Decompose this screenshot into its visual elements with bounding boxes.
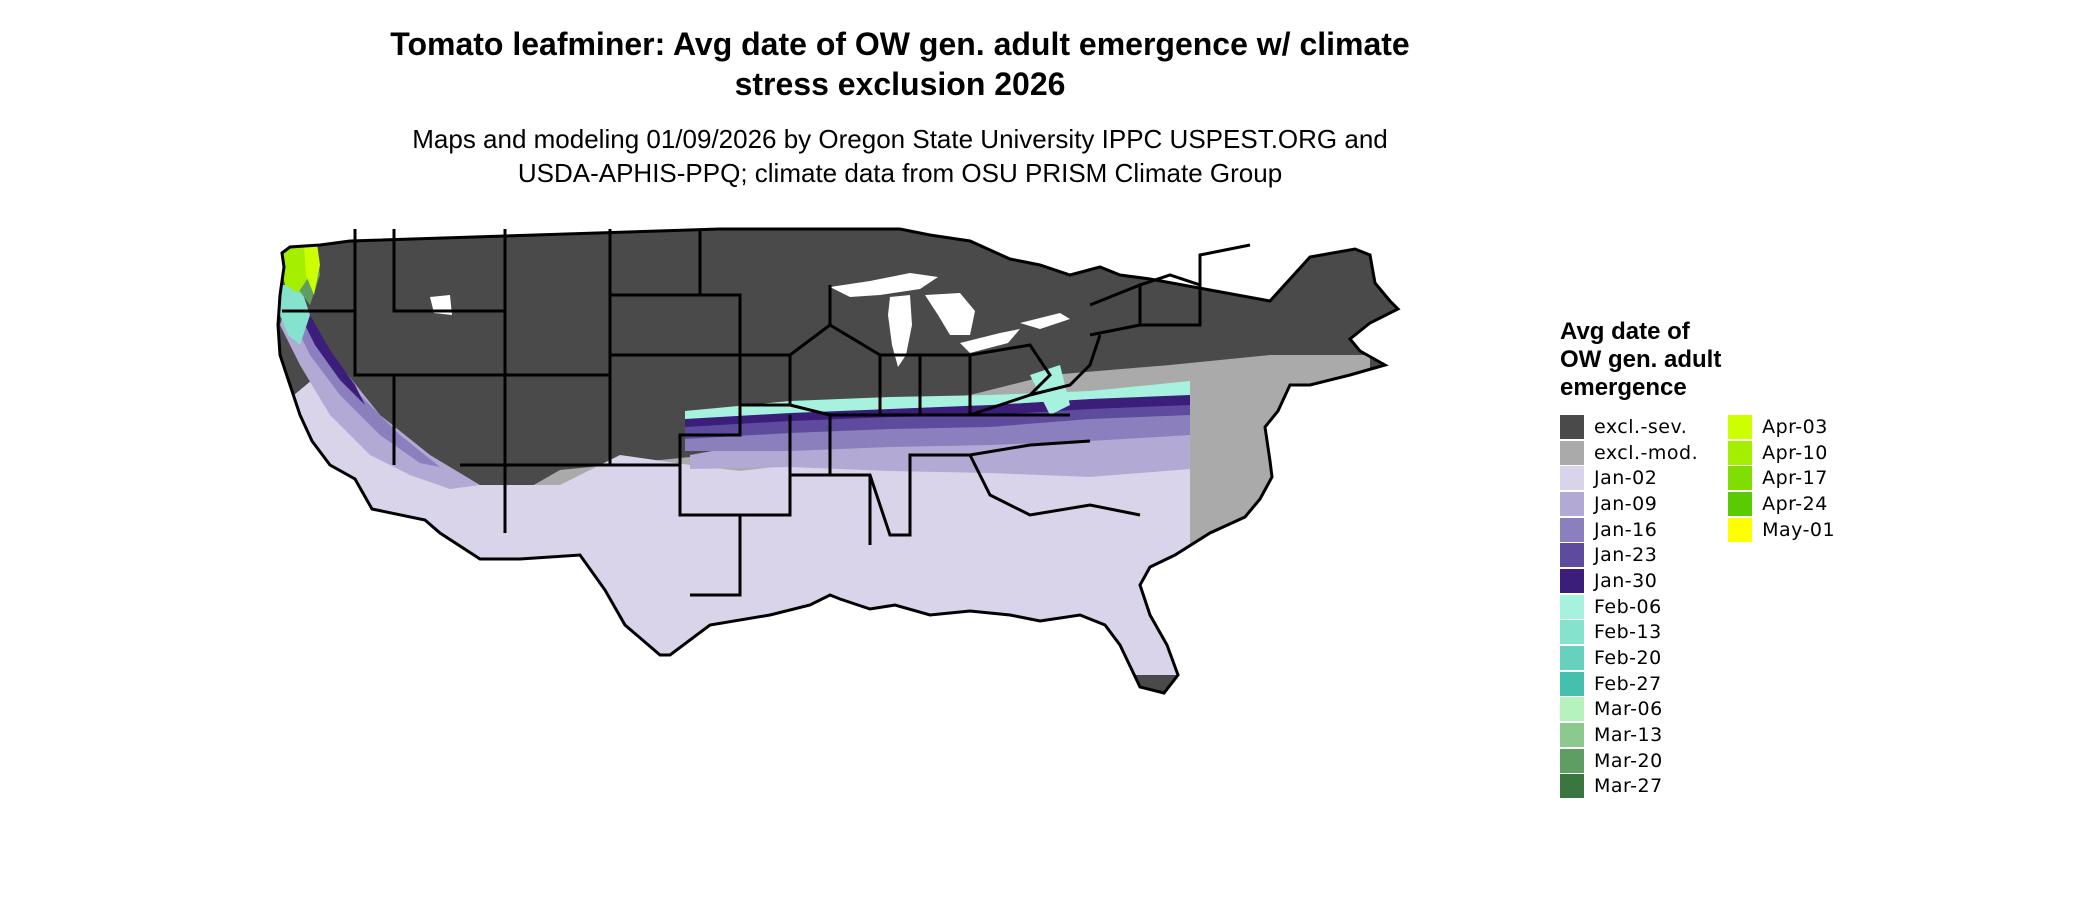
legend-swatch [1560, 620, 1584, 645]
legend-label: Jan-16 [1594, 518, 1658, 541]
us-map [270, 215, 1540, 895]
map-title-line-2: stress exclusion 2026 [734, 66, 1066, 102]
legend-title-line-3: emergence [1560, 374, 1687, 401]
legend-label: Apr-10 [1762, 441, 1828, 464]
legend-swatch [1560, 697, 1584, 722]
legend-item: Feb-27 [1560, 671, 1698, 697]
legend-label: Mar-20 [1594, 749, 1663, 772]
legend-swatch [1560, 671, 1584, 696]
state-borders [276, 227, 1400, 695]
map-title-line-1: Tomato leafminer: Avg date of OW gen. ad… [390, 26, 1410, 62]
legend-title-line-1: Avg date of [1560, 318, 1690, 345]
legend-label: Apr-17 [1762, 467, 1828, 490]
legend-item: Feb-06 [1560, 594, 1698, 620]
legend-label: Jan-09 [1594, 492, 1658, 515]
legend-swatch [1728, 414, 1753, 439]
legend-item: May-01 [1728, 517, 1835, 543]
legend-swatch [1560, 748, 1584, 773]
legend-label: Feb-13 [1594, 621, 1662, 644]
legend-swatch [1728, 517, 1753, 542]
lake-michigan [888, 295, 912, 367]
lake-superior [830, 273, 938, 297]
legend-swatch [1560, 594, 1584, 619]
legend-swatch [1560, 568, 1584, 593]
legend-swatch [1728, 466, 1753, 491]
west-coast-jan-30 [298, 311, 365, 405]
legend-swatch [1560, 723, 1584, 748]
legend-item: Apr-10 [1728, 440, 1835, 466]
legend-item: Feb-20 [1560, 645, 1698, 671]
legend-label: excl.-sev. [1594, 415, 1688, 438]
legend-label: Jan-02 [1594, 467, 1658, 490]
legend-label: Feb-27 [1594, 672, 1662, 695]
legend-item: Mar-13 [1560, 722, 1698, 748]
legend-item: Jan-30 [1560, 568, 1698, 594]
legend-item: excl.-mod. [1560, 440, 1698, 466]
legend-column-2: Apr-03 Apr-10 Apr-17 Apr-24 May-01 [1728, 414, 1835, 799]
legend-item: Apr-17 [1728, 465, 1835, 491]
legend-label: May-01 [1762, 518, 1836, 541]
us-map-svg [276, 227, 1400, 695]
legend-title-line-2: OW gen. adult [1560, 346, 1722, 373]
pnw-feb-band [280, 285, 310, 345]
legend-item: Mar-27 [1560, 774, 1698, 800]
legend-swatch [1560, 491, 1584, 516]
jan-30-region [685, 391, 1190, 427]
map-legend: Avg date of OW gen. adult emergence excl… [1560, 318, 1835, 799]
legend-label: Mar-13 [1594, 724, 1663, 747]
legend-swatch [1560, 774, 1584, 799]
legend-swatch [1728, 440, 1753, 465]
legend-label: excl.-mod. [1594, 441, 1699, 464]
lake-huron [925, 293, 975, 335]
legend-swatch [1560, 543, 1584, 568]
map-subtitle-line-1: Maps and modeling 01/09/2026 by Oregon S… [412, 124, 1388, 154]
legend-item: Jan-23 [1560, 542, 1698, 568]
legend-swatch [1560, 414, 1584, 439]
legend-label: Jan-23 [1594, 544, 1658, 567]
map-subtitle: Maps and modeling 01/09/2026 by Oregon S… [300, 122, 1500, 190]
lake-ontario [1020, 313, 1070, 329]
legend-label: Feb-06 [1594, 595, 1662, 618]
map-subtitle-line-2: USDA-APHIS-PPQ; climate data from OSU PR… [517, 158, 1283, 188]
legend-swatch [1728, 491, 1753, 516]
legend-item: Jan-02 [1560, 465, 1698, 491]
legend-item: Mar-20 [1560, 748, 1698, 774]
legend-swatch [1560, 517, 1584, 542]
legend-item: Apr-03 [1728, 414, 1835, 440]
legend-title: Avg date of OW gen. adult emergence [1560, 318, 1780, 402]
legend-swatch [1560, 646, 1584, 671]
legend-item: Jan-16 [1560, 517, 1698, 543]
legend-label: Apr-24 [1762, 492, 1828, 515]
legend-label: Mar-27 [1594, 775, 1663, 798]
map-title: Tomato leafminer: Avg date of OW gen. ad… [300, 24, 1500, 104]
lake-erie [960, 329, 1020, 353]
legend-item: excl.-sev. [1560, 414, 1698, 440]
legend-label: Feb-20 [1594, 647, 1662, 670]
legend-swatch [1560, 466, 1584, 491]
legend-item: Feb-13 [1560, 620, 1698, 646]
legend-column-1: excl.-sev. excl.-mod. Jan-02 Jan-09 Jan-16 Ja… [1560, 414, 1698, 799]
legend-item: Jan-09 [1560, 491, 1698, 517]
legend-label: Apr-03 [1762, 415, 1828, 438]
legend-label: Jan-30 [1594, 569, 1658, 592]
legend-swatch [1560, 440, 1584, 465]
legend-label: Mar-06 [1594, 698, 1663, 721]
legend-item: Mar-06 [1560, 697, 1698, 723]
legend-item: Apr-24 [1728, 491, 1835, 517]
